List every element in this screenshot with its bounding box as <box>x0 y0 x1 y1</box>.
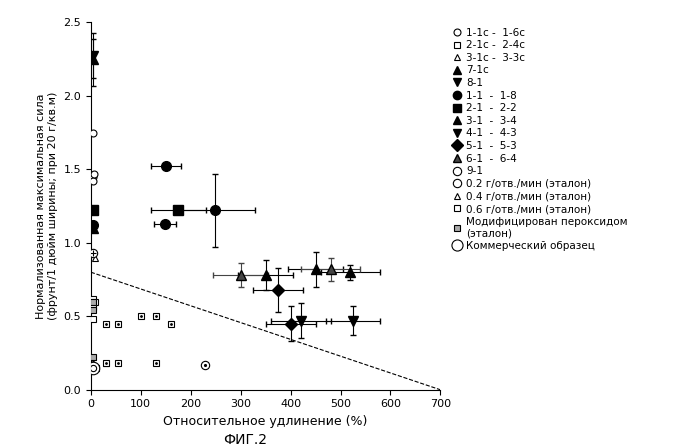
X-axis label: Относительное удлинение (%): Относительное удлинение (%) <box>164 415 368 428</box>
Text: ФИГ.2: ФИГ.2 <box>223 432 266 447</box>
Y-axis label: Нормализованная максимальная сила
(фрунт/1 дюйм ширины; при 20 г/кв.м): Нормализованная максимальная сила (фрунт… <box>36 92 58 320</box>
Legend: 1-1с -  1-6с, 2-1с -  2-4с, 3-1с -  3-3с, 7-1с, 8-1, 1-1  -  1-8, 2-1  -  2-2, 3: 1-1с - 1-6с, 2-1с - 2-4с, 3-1с - 3-3с, 7… <box>452 28 628 251</box>
